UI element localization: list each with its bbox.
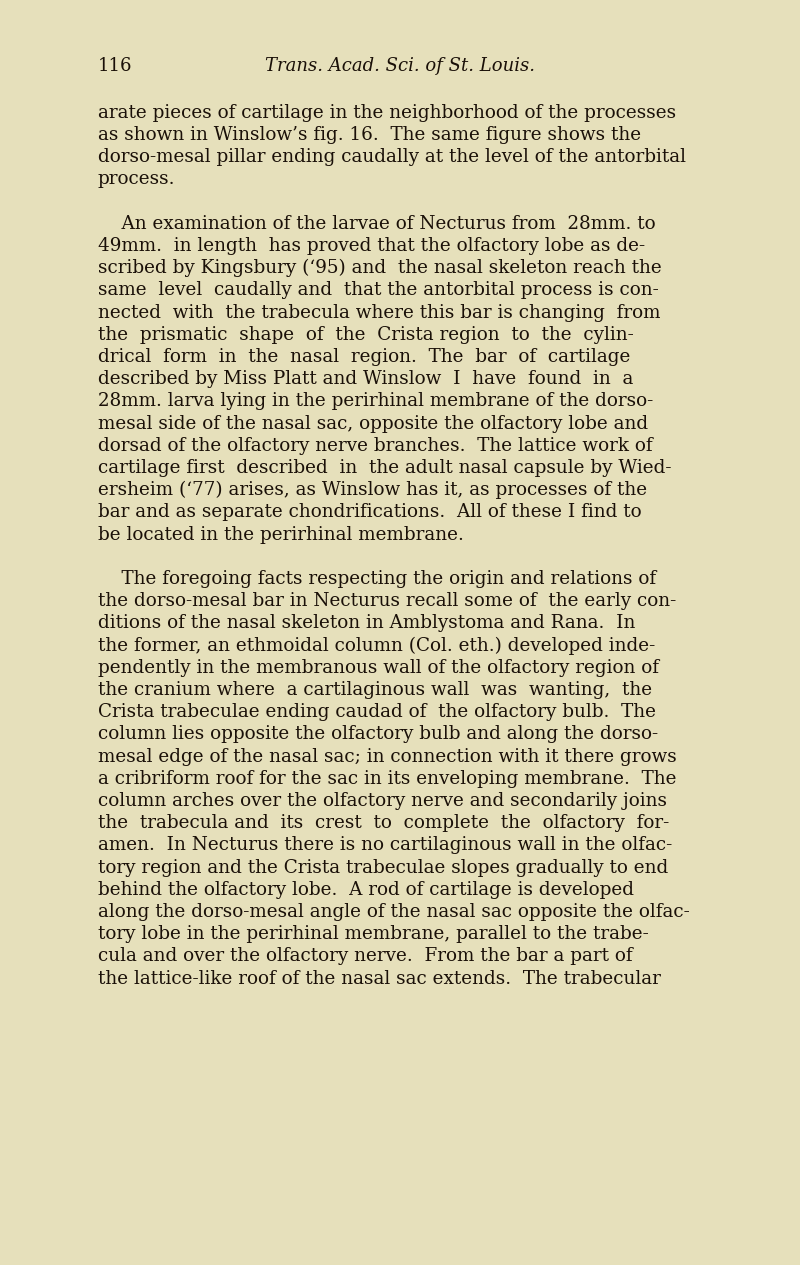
Text: The foregoing facts respecting the origin and relations of: The foregoing facts respecting the origi… <box>98 571 656 588</box>
Text: the lattice-like roof of the nasal sac extends.  The trabecular: the lattice-like roof of the nasal sac e… <box>98 969 661 988</box>
Text: Crista trabeculae ending caudad of  the olfactory bulb.  The: Crista trabeculae ending caudad of the o… <box>98 703 656 721</box>
Text: mesal side of the nasal sac, opposite the olfactory lobe and: mesal side of the nasal sac, opposite th… <box>98 415 648 433</box>
Text: behind the olfactory lobe.  A rod of cartilage is developed: behind the olfactory lobe. A rod of cart… <box>98 880 634 898</box>
Text: tory region and the Crista trabeculae slopes gradually to end: tory region and the Crista trabeculae sl… <box>98 859 668 877</box>
Text: tory lobe in the perirhinal membrane, parallel to the trabe-: tory lobe in the perirhinal membrane, pa… <box>98 925 648 944</box>
Text: drical  form  in  the  nasal  region.  The  bar  of  cartilage: drical form in the nasal region. The bar… <box>98 348 630 366</box>
Text: process.: process. <box>98 171 175 188</box>
Text: dorso-mesal pillar ending caudally at the level of the antorbital: dorso-mesal pillar ending caudally at th… <box>98 148 686 166</box>
Text: 116: 116 <box>98 57 132 75</box>
Text: mesal edge of the nasal sac; in connection with it there grows: mesal edge of the nasal sac; in connecti… <box>98 748 676 765</box>
Text: cula and over the olfactory nerve.  From the bar a part of: cula and over the olfactory nerve. From … <box>98 947 632 965</box>
Text: a cribriform roof for the sac in its enveloping membrane.  The: a cribriform roof for the sac in its env… <box>98 769 676 788</box>
Text: bar and as separate chondrifications.  All of these I find to: bar and as separate chondrifications. Al… <box>98 503 642 521</box>
Text: described by Miss Platt and Winslow  I  have  found  in  a: described by Miss Platt and Winslow I ha… <box>98 371 633 388</box>
Text: An examination of the larvae of Necturus from  28mm. to: An examination of the larvae of Necturus… <box>98 215 655 233</box>
Text: the  trabecula and  its  crest  to  complete  the  olfactory  for-: the trabecula and its crest to complete … <box>98 815 669 832</box>
Text: scribed by Kingsbury (‘95) and  the nasal skeleton reach the: scribed by Kingsbury (‘95) and the nasal… <box>98 259 662 277</box>
Text: 49mm.  in length  has proved that the olfactory lobe as de-: 49mm. in length has proved that the olfa… <box>98 237 645 256</box>
Text: the  prismatic  shape  of  the  Crista region  to  the  cylin-: the prismatic shape of the Crista region… <box>98 325 634 344</box>
Text: be located in the perirhinal membrane.: be located in the perirhinal membrane. <box>98 525 463 544</box>
Text: the cranium where  a cartilaginous wall  was  wanting,  the: the cranium where a cartilaginous wall w… <box>98 681 652 700</box>
Text: ersheim (‘77) arises, as Winslow has it, as processes of the: ersheim (‘77) arises, as Winslow has it,… <box>98 481 646 500</box>
Text: amen.  In Necturus there is no cartilaginous wall in the olfac-: amen. In Necturus there is no cartilagin… <box>98 836 672 854</box>
Text: dorsad of the olfactory nerve branches.  The lattice work of: dorsad of the olfactory nerve branches. … <box>98 436 652 454</box>
Text: cartilage first  described  in  the adult nasal capsule by Wied-: cartilage first described in the adult n… <box>98 459 671 477</box>
Text: column lies opposite the olfactory bulb and along the dorso-: column lies opposite the olfactory bulb … <box>98 725 658 744</box>
Text: the dorso-mesal bar in Necturus recall some of  the early con-: the dorso-mesal bar in Necturus recall s… <box>98 592 676 610</box>
Text: column arches over the olfactory nerve and secondarily joins: column arches over the olfactory nerve a… <box>98 792 666 810</box>
Text: nected  with  the trabecula where this bar is changing  from: nected with the trabecula where this bar… <box>98 304 660 321</box>
Text: 28mm. larva lying in the perirhinal membrane of the dorso-: 28mm. larva lying in the perirhinal memb… <box>98 392 653 410</box>
Text: Trans. Acad. Sci. of St. Louis.: Trans. Acad. Sci. of St. Louis. <box>265 57 535 75</box>
Text: ditions of the nasal skeleton in Amblystoma and Rana.  In: ditions of the nasal skeleton in Amblyst… <box>98 615 635 632</box>
Text: pendently in the membranous wall of the olfactory region of: pendently in the membranous wall of the … <box>98 659 658 677</box>
Text: arate pieces of cartilage in the neighborhood of the processes: arate pieces of cartilage in the neighbo… <box>98 104 676 121</box>
Text: along the dorso-mesal angle of the nasal sac opposite the olfac-: along the dorso-mesal angle of the nasal… <box>98 903 690 921</box>
Text: as shown in Winslow’s fig. 16.  The same figure shows the: as shown in Winslow’s fig. 16. The same … <box>98 126 641 144</box>
Text: the former, an ethmoidal column (Col. eth.) developed inde-: the former, an ethmoidal column (Col. et… <box>98 636 655 655</box>
Text: same  level  caudally and  that the antorbital process is con-: same level caudally and that the antorbi… <box>98 281 658 300</box>
